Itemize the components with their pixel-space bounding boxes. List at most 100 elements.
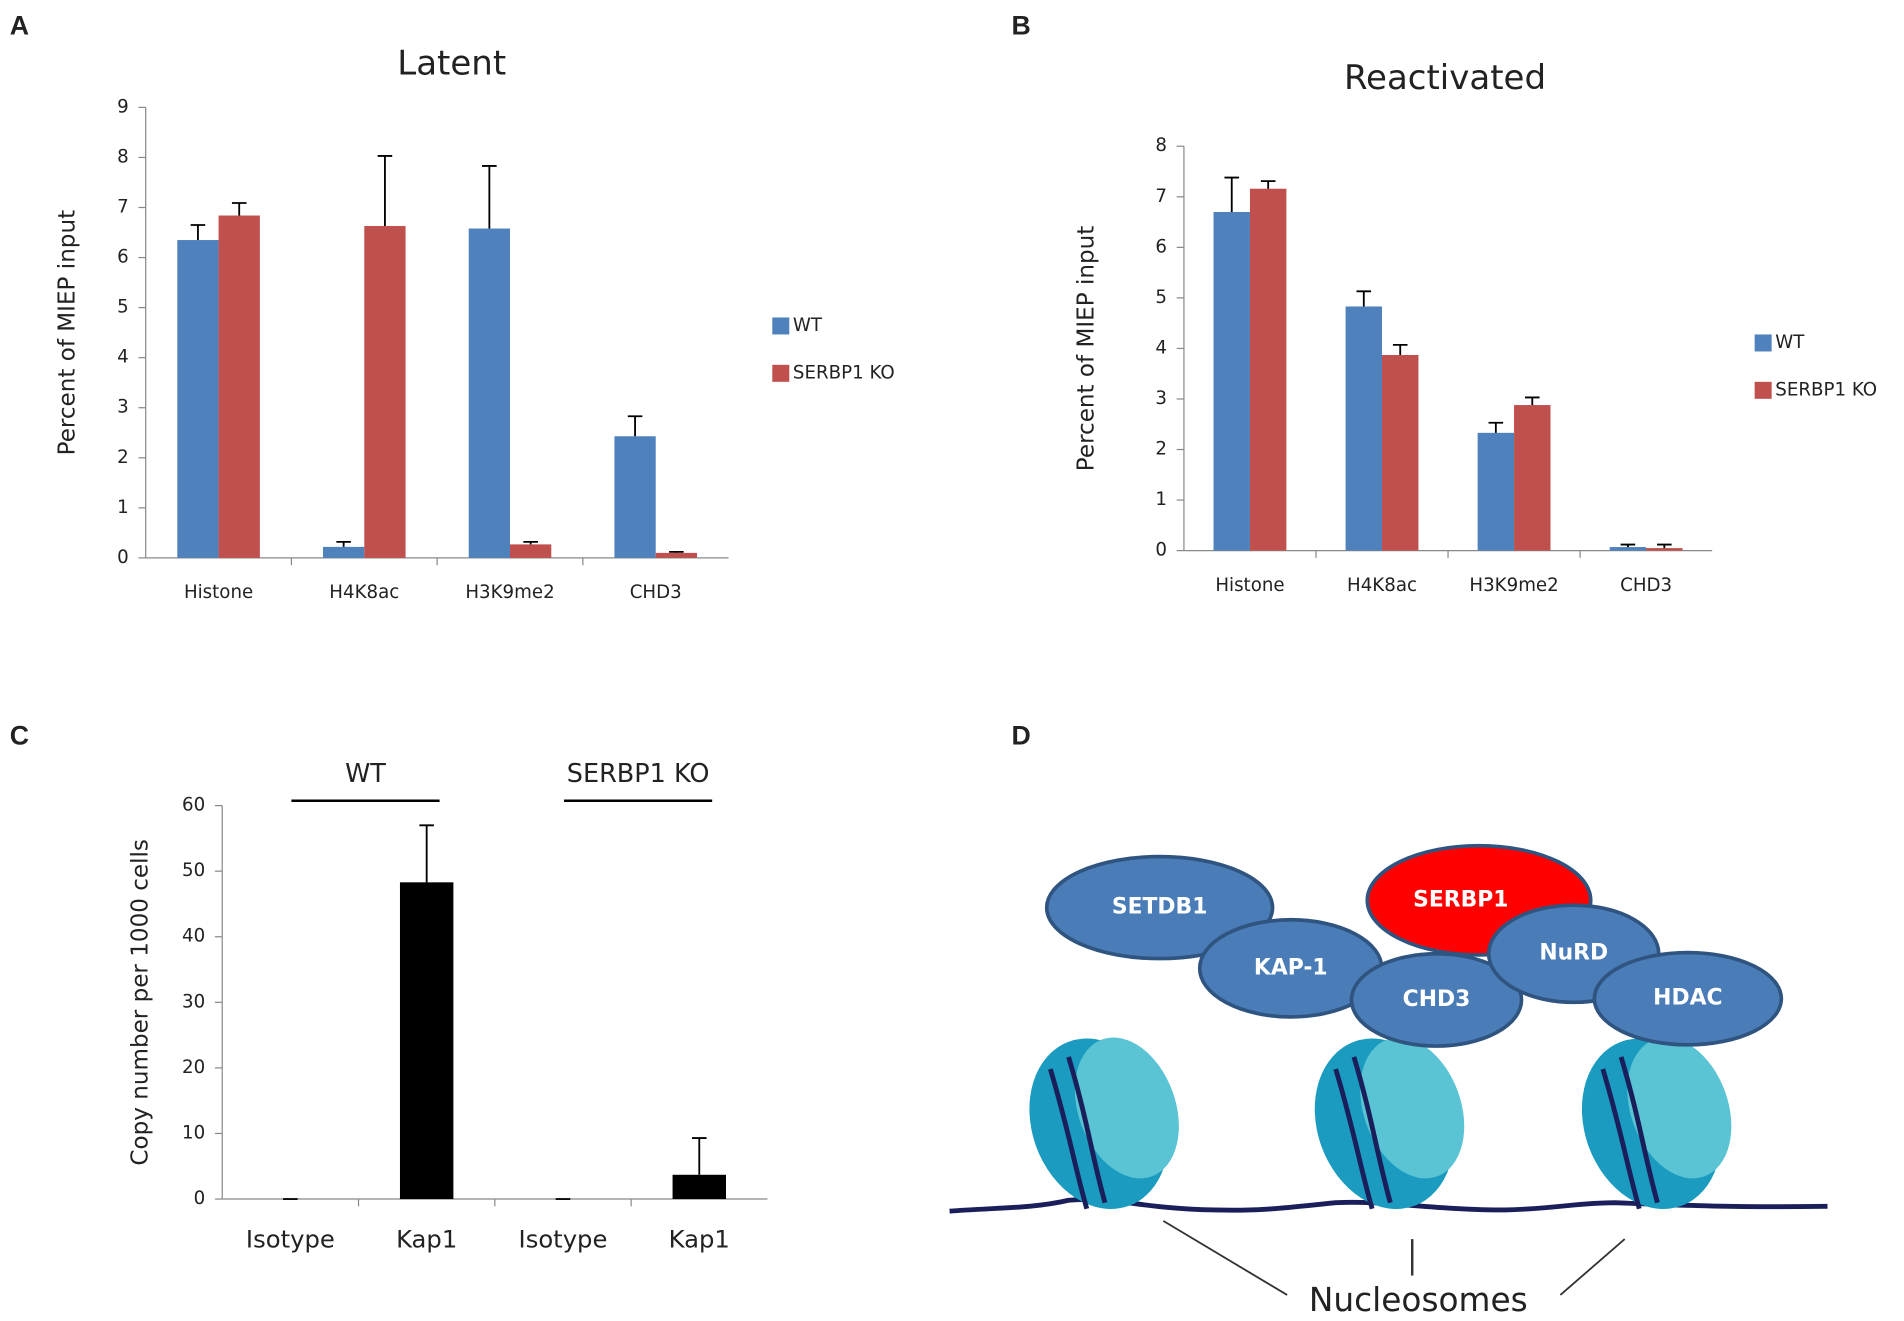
bar: [1382, 354, 1419, 551]
bar: [323, 546, 365, 558]
legend-swatch: [1754, 381, 1772, 399]
legend-label: SERBP1 KO: [1775, 379, 1877, 400]
x-tick-label: H4K8ac: [329, 582, 399, 603]
error-bar: [627, 415, 643, 437]
panel-label: B: [1012, 10, 1031, 40]
y-tick-label: 1: [1155, 489, 1167, 510]
y-tick-label: 8: [117, 146, 129, 167]
y-tick-label: 8: [1155, 135, 1167, 156]
group-label: SERBP1 KO: [567, 759, 710, 789]
nucleosome: [1581, 1037, 1732, 1210]
x-tick-label: Histone: [1215, 575, 1284, 596]
bar: [177, 240, 219, 558]
error-bar: [1657, 543, 1672, 549]
y-tick-label: 30: [182, 991, 205, 1012]
error-bar: [419, 824, 434, 883]
legend-label: WT: [1775, 332, 1805, 353]
error-bar: [523, 540, 538, 545]
y-axis-label: Percent of MIEP input: [55, 210, 81, 456]
legend-label: SERBP1 KO: [793, 362, 895, 383]
y-tick-label: 40: [182, 926, 205, 947]
error-bar: [1524, 396, 1540, 406]
error-bar: [231, 202, 247, 216]
node-label: KAP-1: [1254, 955, 1328, 980]
y-tick-label: 3: [1155, 388, 1167, 409]
node-label: NuRD: [1539, 941, 1608, 966]
legend-label: WT: [793, 315, 823, 336]
protein: [1592, 950, 1784, 1047]
legend-swatch: [772, 317, 790, 335]
bar: [614, 436, 656, 558]
error-bar: [1620, 543, 1636, 548]
x-tick-label: CHD3: [630, 582, 682, 603]
y-tick-label: 9: [117, 96, 129, 117]
chart-title: Reactivated: [1344, 58, 1546, 98]
node-label: HDAC: [1653, 986, 1722, 1011]
panel-label: A: [10, 10, 29, 40]
y-tick-label: 1: [117, 497, 129, 518]
bar: [1345, 306, 1383, 551]
protein: [1349, 951, 1524, 1048]
y-tick-label: 0: [1155, 540, 1167, 561]
x-tick-label: H3K9me2: [465, 582, 554, 603]
y-tick-label: 2: [1155, 439, 1167, 460]
node-label: SERBP1: [1413, 887, 1508, 912]
y-tick-label: 6: [117, 247, 129, 268]
y-tick-label: 50: [182, 860, 205, 881]
y-tick-label: 3: [117, 397, 129, 418]
y-axis-label: Percent of MIEP input: [1073, 226, 1099, 472]
error-bar: [482, 165, 497, 229]
protein: [1044, 854, 1275, 961]
y-tick-label: 5: [1155, 287, 1167, 308]
x-tick-label: Isotype: [519, 1224, 608, 1253]
error-bar: [1392, 343, 1408, 355]
x-tick-label: H4K8ac: [1347, 575, 1417, 596]
bar: [1609, 547, 1647, 551]
bar: [1213, 211, 1250, 551]
bar: [218, 215, 260, 558]
y-tick-label: 4: [117, 347, 129, 368]
y-tick-label: 2: [117, 447, 129, 468]
group-label: WT: [345, 759, 386, 789]
x-tick-label: Kap1: [396, 1224, 457, 1253]
x-tick-label: CHD3: [1620, 575, 1672, 596]
dna: [949, 1197, 1828, 1214]
pointer: [1559, 1238, 1626, 1296]
y-tick-label: 4: [1155, 337, 1167, 358]
error-bar: [336, 540, 351, 547]
node-label: CHD3: [1403, 987, 1471, 1012]
error-bar: [1260, 180, 1276, 189]
pointer: [1162, 1220, 1288, 1296]
error-bar: [1488, 421, 1504, 433]
y-tick-label: 20: [182, 1057, 205, 1078]
x-tick-label: Histone: [184, 582, 253, 603]
bar: [364, 226, 406, 558]
error-bar: [377, 155, 393, 227]
legend-swatch: [772, 364, 790, 382]
diagram: SETDB1 SERBP1 KAP-1 CHD3 NuRD HDAC Nucle…: [949, 843, 1828, 1319]
node-label: SETDB1: [1112, 895, 1208, 920]
y-tick-label: 0: [117, 547, 129, 568]
error-bar: [190, 224, 206, 241]
bar: [399, 882, 454, 1200]
bar: [672, 1174, 726, 1200]
error-bar: [669, 550, 684, 553]
y-tick-label: 7: [117, 197, 129, 218]
y-tick-label: 5: [117, 297, 129, 318]
chart-title: Latent: [397, 43, 506, 83]
nucleosome: [1029, 1037, 1179, 1210]
y-tick-label: 0: [194, 1188, 206, 1209]
y-tick-label: 10: [182, 1122, 205, 1143]
error-bar: [1224, 176, 1240, 212]
y-axis-label: Copy number per 1000 cells: [127, 839, 153, 1166]
nucleosome: [1314, 1037, 1465, 1210]
legend-swatch: [1754, 334, 1772, 352]
y-tick-label: 6: [1155, 236, 1167, 257]
y-tick-label: 7: [1155, 186, 1167, 207]
error-bar: [691, 1137, 707, 1175]
bar: [468, 228, 510, 558]
x-tick-label: Kap1: [669, 1224, 730, 1253]
diagram-label: Nucleosomes: [1309, 1281, 1528, 1319]
error-bar: [1356, 290, 1372, 307]
